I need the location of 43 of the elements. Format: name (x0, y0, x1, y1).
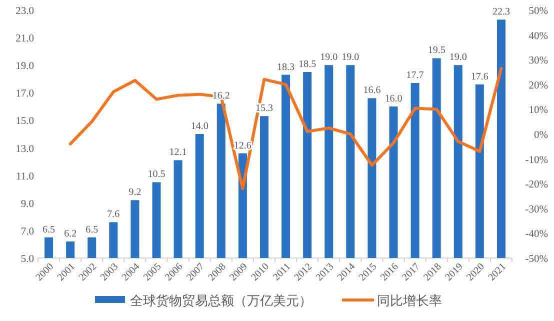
y-tick-label: 7.0 (20, 226, 34, 238)
legend-label: 同比增长率 (377, 293, 442, 308)
y2-tick-label: -10% (525, 154, 548, 166)
data-label: 6.2 (64, 228, 77, 240)
data-label: 19.0 (449, 52, 467, 64)
data-label: 19.0 (320, 52, 338, 64)
data-label: 10.5 (148, 169, 166, 180)
y2-tick-label: 40% (528, 30, 548, 42)
data-label: 9.2 (128, 187, 142, 198)
y2-tick-label: -40% (525, 229, 548, 240)
data-label: 6.5 (86, 224, 98, 236)
data-label: 19.5 (428, 45, 446, 56)
y2-tick-label: 10% (528, 105, 548, 116)
data-label: 22.3 (492, 6, 510, 18)
data-label: 7.6 (107, 209, 120, 220)
y2-tick-label: 20% (528, 80, 548, 92)
y-tick-label: 13.0 (16, 144, 34, 155)
data-label: 16.6 (363, 85, 381, 96)
y-tick-label: 15.0 (16, 116, 34, 128)
y-tick-label: 9.0 (20, 198, 34, 210)
y-tick-label: 23.0 (16, 6, 34, 17)
y2-tick-label: 30% (528, 56, 548, 67)
y-tick-label: 11.0 (16, 171, 34, 182)
data-label: 14.0 (190, 121, 208, 132)
data-label: 17.7 (406, 70, 424, 82)
y-tick-label: 21.0 (16, 34, 34, 45)
data-label: 6.5 (42, 224, 56, 236)
data-label: 18.3 (277, 62, 295, 73)
data-label: 19.0 (342, 52, 360, 64)
y2-tick-label: -50% (525, 254, 548, 265)
y2-tick-label: -30% (525, 204, 548, 216)
y2-tick-label: -20% (525, 180, 548, 191)
data-label: 17.6 (470, 71, 488, 82)
data-label: 18.5 (298, 59, 316, 70)
y2-tick-label: 50% (528, 6, 548, 17)
y-tick-label: 5.0 (20, 254, 34, 265)
x-tick-label: 2011 (271, 261, 293, 284)
y-tick-label: 17.0 (16, 88, 34, 100)
legend-label: 全球货物贸易总额（万亿美元） (130, 293, 312, 308)
data-label: 12.1 (169, 147, 187, 158)
y-tick-label: 19.0 (16, 61, 34, 72)
y2-tick-label: 0% (534, 130, 548, 141)
data-label: 16.0 (384, 93, 402, 104)
